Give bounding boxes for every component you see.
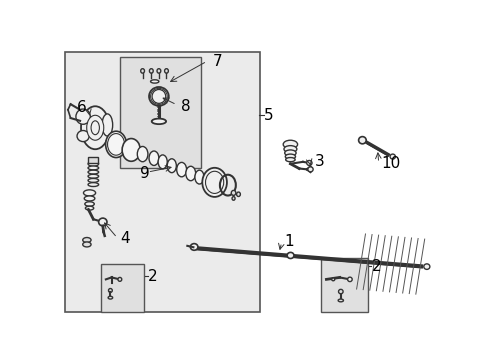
Ellipse shape (137, 147, 147, 162)
Ellipse shape (99, 218, 107, 226)
Ellipse shape (232, 197, 235, 200)
Ellipse shape (88, 166, 99, 170)
Text: 3: 3 (314, 153, 324, 168)
Ellipse shape (231, 190, 235, 195)
Ellipse shape (358, 136, 366, 144)
Bar (320, 258, 367, 312)
Text: 9: 9 (140, 166, 150, 181)
Ellipse shape (107, 134, 124, 155)
Ellipse shape (307, 167, 312, 172)
Ellipse shape (88, 170, 99, 174)
Ellipse shape (86, 115, 103, 140)
Ellipse shape (149, 151, 159, 166)
Ellipse shape (108, 288, 112, 292)
Ellipse shape (176, 162, 186, 177)
Ellipse shape (84, 196, 95, 201)
Text: 4: 4 (120, 231, 129, 246)
Ellipse shape (76, 109, 90, 124)
Text: 8: 8 (180, 99, 190, 114)
Ellipse shape (88, 183, 99, 186)
Ellipse shape (285, 154, 295, 159)
Ellipse shape (338, 299, 343, 302)
Ellipse shape (149, 87, 168, 106)
Ellipse shape (283, 140, 297, 149)
Bar (65, 51, 260, 312)
Ellipse shape (157, 69, 161, 73)
Ellipse shape (195, 170, 203, 184)
Ellipse shape (306, 161, 311, 166)
Ellipse shape (202, 168, 226, 197)
Ellipse shape (88, 179, 99, 183)
Ellipse shape (85, 206, 94, 210)
Ellipse shape (286, 252, 293, 258)
Ellipse shape (423, 264, 429, 269)
Text: 2: 2 (371, 259, 381, 274)
Text: 2: 2 (148, 269, 158, 284)
Ellipse shape (151, 118, 166, 124)
Bar (88, 157, 98, 163)
Text: 1: 1 (284, 234, 294, 249)
Ellipse shape (102, 114, 112, 136)
Ellipse shape (389, 154, 395, 159)
Bar (120, 57, 201, 168)
Ellipse shape (118, 278, 122, 281)
Ellipse shape (347, 277, 351, 282)
Ellipse shape (167, 159, 176, 173)
Ellipse shape (284, 150, 295, 156)
Ellipse shape (158, 155, 167, 169)
Ellipse shape (190, 244, 198, 250)
Ellipse shape (152, 90, 165, 103)
Ellipse shape (141, 69, 144, 73)
Ellipse shape (82, 238, 91, 243)
Ellipse shape (88, 161, 99, 166)
Ellipse shape (331, 278, 334, 281)
Ellipse shape (164, 69, 168, 73)
Text: 7: 7 (212, 54, 222, 69)
Ellipse shape (205, 171, 223, 193)
Ellipse shape (105, 131, 126, 158)
Ellipse shape (91, 121, 99, 135)
Text: 6: 6 (77, 100, 87, 115)
Ellipse shape (236, 192, 240, 197)
Ellipse shape (149, 69, 153, 73)
Ellipse shape (84, 202, 94, 206)
Text: 5: 5 (264, 108, 273, 123)
Ellipse shape (150, 80, 159, 83)
Ellipse shape (82, 242, 91, 247)
Ellipse shape (108, 296, 112, 299)
Ellipse shape (284, 146, 296, 153)
Ellipse shape (88, 174, 99, 178)
Bar (101, 264, 144, 312)
Text: 10: 10 (381, 156, 400, 171)
Ellipse shape (81, 106, 109, 149)
Ellipse shape (185, 166, 195, 181)
Ellipse shape (285, 158, 295, 162)
Ellipse shape (338, 289, 343, 294)
Ellipse shape (122, 139, 140, 161)
Ellipse shape (77, 131, 89, 141)
Ellipse shape (83, 190, 96, 196)
